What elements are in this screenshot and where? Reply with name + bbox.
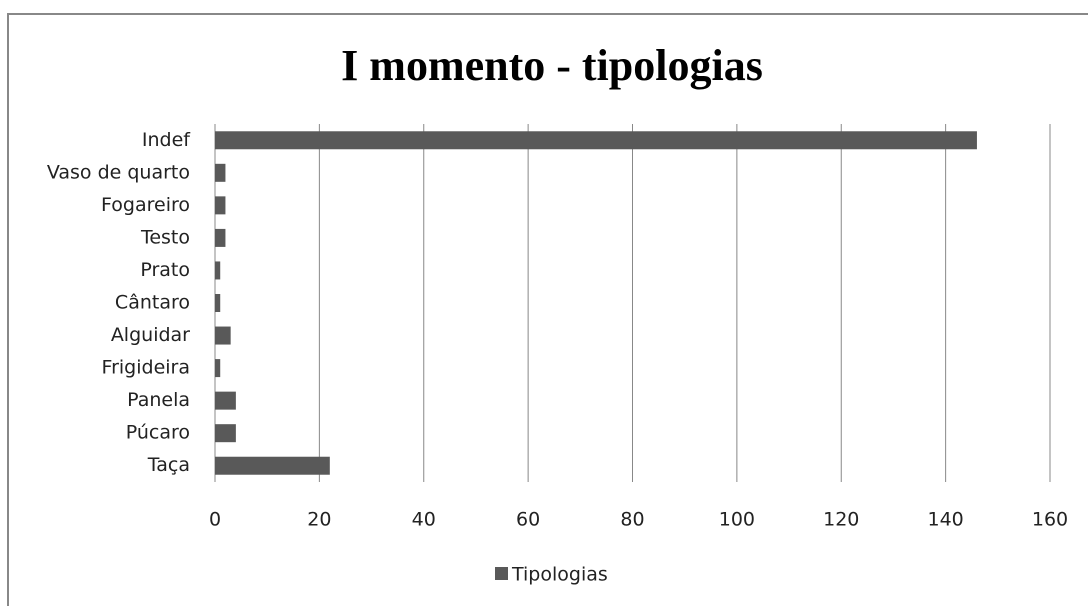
x-tick-label: 160 <box>1032 509 1068 531</box>
y-tick-label: Taça <box>147 454 190 476</box>
y-tick-label: Alguidar <box>111 324 190 346</box>
x-tick-label: 60 <box>516 509 540 531</box>
bar <box>215 294 221 312</box>
x-tick-label: 0 <box>209 509 221 531</box>
y-tick-label: Vaso de quarto <box>47 161 190 183</box>
x-tick-label: 40 <box>412 509 436 531</box>
chart-frame <box>7 13 1088 606</box>
bar <box>215 131 977 150</box>
bar <box>215 261 221 280</box>
x-tick-label: 140 <box>927 509 963 531</box>
bar <box>215 196 226 215</box>
y-tick-label: Púcaro <box>126 422 190 444</box>
chart-title: I momento - tipologias <box>341 41 763 90</box>
y-tick-label: Frigideira <box>102 357 190 379</box>
x-tick-label: 120 <box>823 509 859 531</box>
x-tick-label: 20 <box>307 509 331 531</box>
y-tick-label: Fogareiro <box>101 194 190 216</box>
bar <box>215 326 231 345</box>
y-tick-label: Indef <box>142 129 191 151</box>
bar <box>215 163 226 182</box>
bar <box>215 391 236 410</box>
x-tick-label: 80 <box>620 509 644 531</box>
bar <box>215 456 330 475</box>
legend-label: Tipologias <box>511 564 608 586</box>
y-tick-label: Testo <box>140 226 190 248</box>
x-tick-label: 100 <box>719 509 755 531</box>
y-tick-label: Cântaro <box>115 292 190 314</box>
legend-swatch <box>495 567 508 580</box>
y-tick-label: Prato <box>140 259 190 281</box>
bar <box>215 359 221 378</box>
bar <box>215 228 226 247</box>
y-tick-label: Panela <box>127 389 190 411</box>
bar <box>215 424 236 443</box>
